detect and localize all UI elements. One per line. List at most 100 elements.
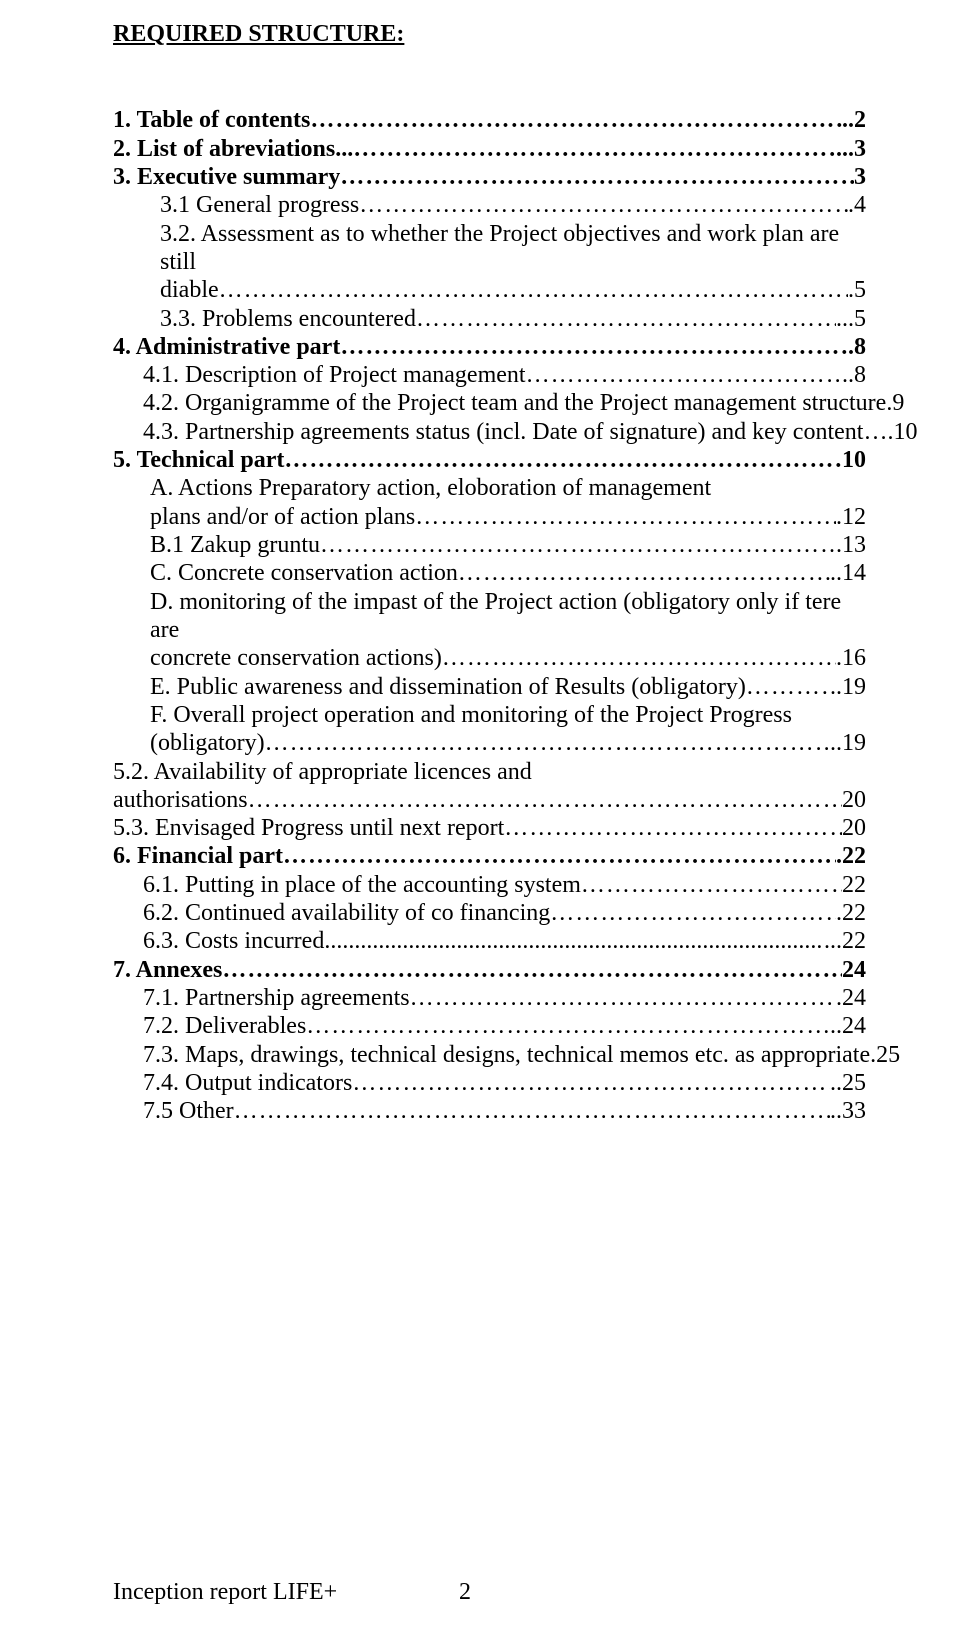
toc-leader	[458, 559, 830, 587]
toc-label: concrete conservation actions)	[150, 644, 442, 672]
toc-entry: 6.2. Continued availability of co financ…	[113, 899, 866, 927]
toc-label: E. Public awareness and dissemination of…	[150, 673, 746, 701]
toc-entry: F. Overall project operation and monitor…	[113, 701, 866, 729]
toc-page: ..33	[830, 1097, 866, 1125]
toc-label: D. monitoring of the impast of the Proje…	[150, 589, 841, 643]
toc-page: ..24	[830, 1012, 866, 1040]
toc-leader	[526, 361, 842, 389]
toc-leader	[746, 673, 830, 701]
toc-entry: 1. Table of contents ..2	[113, 106, 866, 134]
toc-entry: 5. Technical part 10	[113, 446, 866, 474]
toc-label: 2. List of abreviations...	[113, 135, 353, 163]
toc-entry: 2. List of abreviations... ...3	[113, 135, 866, 163]
toc-page: .22	[836, 899, 866, 927]
toc-entry: 4. Administrative part.8	[113, 333, 866, 361]
toc-leader	[442, 644, 836, 672]
toc-entry: D. monitoring of the impast of the Proje…	[113, 588, 866, 645]
toc-page: 20	[842, 786, 866, 814]
toc-page: 3	[854, 163, 866, 191]
toc-label: authorisations	[113, 786, 248, 814]
toc-leader	[352, 1069, 830, 1097]
toc-entry: authorisations 20	[113, 786, 866, 814]
toc-entry: (obligatory)..19	[113, 729, 866, 757]
toc-entry: 7. Annexes24	[113, 956, 866, 984]
toc-label: 7.4. Output indicators	[143, 1069, 352, 1097]
toc-entry: 6.3. Costs incurred...22	[113, 927, 866, 955]
toc-entry: 6.1. Putting in place of the accounting …	[113, 871, 866, 899]
toc-leader	[504, 814, 842, 842]
toc-leader	[410, 984, 836, 1012]
toc-label: 7.5 Other	[143, 1097, 234, 1125]
toc-leader	[284, 446, 842, 474]
table-of-contents: 1. Table of contents..22. List of abrevi…	[113, 106, 866, 1125]
toc-entry: 7.3. Maps, drawings, technical designs, …	[113, 1041, 866, 1069]
toc-entry: 7.2. Deliverables ..24	[113, 1012, 866, 1040]
toc-leader	[415, 503, 836, 531]
toc-leader	[340, 163, 854, 191]
toc-label: 5.2. Availability of appropriate licence…	[113, 759, 532, 785]
toc-label: A. Actions Preparatory action, eloborati…	[150, 475, 711, 501]
toc-page: .4	[848, 191, 866, 219]
toc-page: 20	[842, 814, 866, 842]
toc-label: 4.1. Description of Project management	[143, 361, 526, 389]
toc-label: 7.3. Maps, drawings, technical designs, …	[143, 1041, 870, 1069]
toc-page: 10	[842, 446, 866, 474]
toc-entry: 4.1. Description of Project management..…	[113, 361, 866, 389]
toc-leader	[581, 871, 842, 899]
toc-label: 3. Executive summary	[113, 163, 340, 191]
toc-label: 3.3. Problems encountered	[160, 305, 416, 333]
toc-label: 6. Financial part	[113, 842, 283, 870]
toc-page: .5	[848, 276, 866, 304]
toc-label: diable	[160, 276, 219, 304]
toc-leader	[306, 1012, 830, 1040]
toc-page: ..19	[830, 673, 866, 701]
toc-entry: 7.5 Other ..33	[113, 1097, 866, 1125]
toc-page: ..14	[830, 559, 866, 587]
toc-entry: 5.3. Envisaged Progress until next repor…	[113, 814, 866, 842]
toc-page: .22	[836, 842, 866, 870]
toc-leader	[283, 842, 836, 870]
toc-label: 1. Table of contents	[113, 106, 310, 134]
toc-leader	[222, 956, 842, 984]
toc-page: .12	[836, 503, 866, 531]
toc-entry: E. Public awareness and dissemination of…	[113, 673, 866, 701]
footer-text: Inception report LIFE+	[113, 1578, 337, 1606]
toc-page: .13	[836, 531, 866, 559]
toc-leader	[320, 531, 836, 559]
toc-leader	[353, 135, 836, 163]
toc-entry: concrete conservation actions) .16	[113, 644, 866, 672]
toc-page: .9	[886, 389, 904, 417]
toc-label: 6.3. Costs incurred	[143, 927, 324, 955]
toc-entry: diable .5	[113, 276, 866, 304]
toc-page: ..2	[842, 106, 866, 134]
toc-label: C. Concrete conservation action	[150, 559, 458, 587]
toc-entry: plans and/or of action plans .12	[113, 503, 866, 531]
toc-label: 3.2. Assessment as to whether the Projec…	[160, 221, 839, 275]
toc-entry: C. Concrete conservation action ..14	[113, 559, 866, 587]
toc-page: .16	[836, 644, 866, 672]
toc-page: .24	[836, 984, 866, 1012]
toc-label: 6.2. Continued availability of co financ…	[143, 899, 550, 927]
toc-label: 7.2. Deliverables	[143, 1012, 306, 1040]
toc-leader	[234, 1097, 830, 1125]
toc-entry: 3.1 General progress.4	[113, 191, 866, 219]
toc-page: ..25	[830, 1069, 866, 1097]
toc-entry: 5.2. Availability of appropriate licence…	[113, 758, 866, 786]
toc-entry: B.1 Zakup gruntu.13	[113, 531, 866, 559]
toc-page: 22	[842, 871, 866, 899]
toc-page: ...3	[836, 135, 866, 163]
toc-page: .25	[870, 1041, 900, 1069]
toc-label: plans and/or of action plans	[150, 503, 415, 531]
toc-leader	[340, 333, 848, 361]
toc-page: .10	[887, 418, 917, 446]
toc-label: 6.1. Putting in place of the accounting …	[143, 871, 581, 899]
toc-entry: 4.2. Organigramme of the Project team an…	[113, 389, 866, 417]
toc-page: ..8	[842, 361, 866, 389]
toc-leader	[219, 276, 848, 304]
toc-leader	[248, 786, 842, 814]
toc-label: 5. Technical part	[113, 446, 284, 474]
toc-label: 7.1. Partnership agreements	[143, 984, 410, 1012]
toc-entry: 7.4. Output indicators ..25	[113, 1069, 866, 1097]
toc-entry: 6. Financial part .22	[113, 842, 866, 870]
toc-entry: A. Actions Preparatory action, eloborati…	[113, 474, 866, 502]
